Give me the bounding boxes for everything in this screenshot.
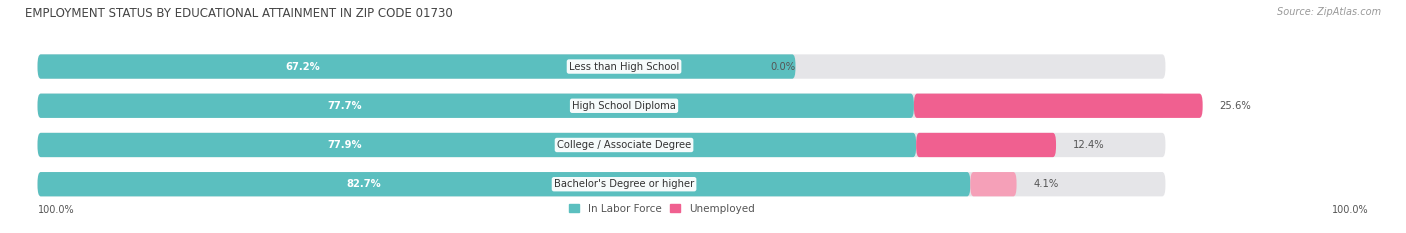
FancyBboxPatch shape xyxy=(38,172,970,196)
Text: 77.7%: 77.7% xyxy=(328,101,361,111)
Text: 25.6%: 25.6% xyxy=(1219,101,1251,111)
FancyBboxPatch shape xyxy=(970,172,1017,196)
Text: 12.4%: 12.4% xyxy=(1073,140,1105,150)
Text: 100.0%: 100.0% xyxy=(38,205,75,215)
Text: 82.7%: 82.7% xyxy=(347,179,381,189)
FancyBboxPatch shape xyxy=(38,54,1166,79)
Text: Less than High School: Less than High School xyxy=(569,62,679,72)
Text: Source: ZipAtlas.com: Source: ZipAtlas.com xyxy=(1277,7,1381,17)
Text: College / Associate Degree: College / Associate Degree xyxy=(557,140,692,150)
Text: Bachelor's Degree or higher: Bachelor's Degree or higher xyxy=(554,179,695,189)
Text: 100.0%: 100.0% xyxy=(1331,205,1368,215)
Text: 77.9%: 77.9% xyxy=(328,140,363,150)
FancyBboxPatch shape xyxy=(38,133,917,157)
FancyBboxPatch shape xyxy=(38,94,1166,118)
FancyBboxPatch shape xyxy=(917,133,1056,157)
FancyBboxPatch shape xyxy=(38,172,1166,196)
Legend: In Labor Force, Unemployed: In Labor Force, Unemployed xyxy=(565,199,759,218)
FancyBboxPatch shape xyxy=(914,94,1202,118)
Text: High School Diploma: High School Diploma xyxy=(572,101,676,111)
FancyBboxPatch shape xyxy=(38,54,796,79)
FancyBboxPatch shape xyxy=(38,94,914,118)
Text: EMPLOYMENT STATUS BY EDUCATIONAL ATTAINMENT IN ZIP CODE 01730: EMPLOYMENT STATUS BY EDUCATIONAL ATTAINM… xyxy=(25,7,453,20)
Text: 0.0%: 0.0% xyxy=(770,62,796,72)
Text: 4.1%: 4.1% xyxy=(1033,179,1059,189)
FancyBboxPatch shape xyxy=(38,133,1166,157)
Text: 67.2%: 67.2% xyxy=(285,62,321,72)
